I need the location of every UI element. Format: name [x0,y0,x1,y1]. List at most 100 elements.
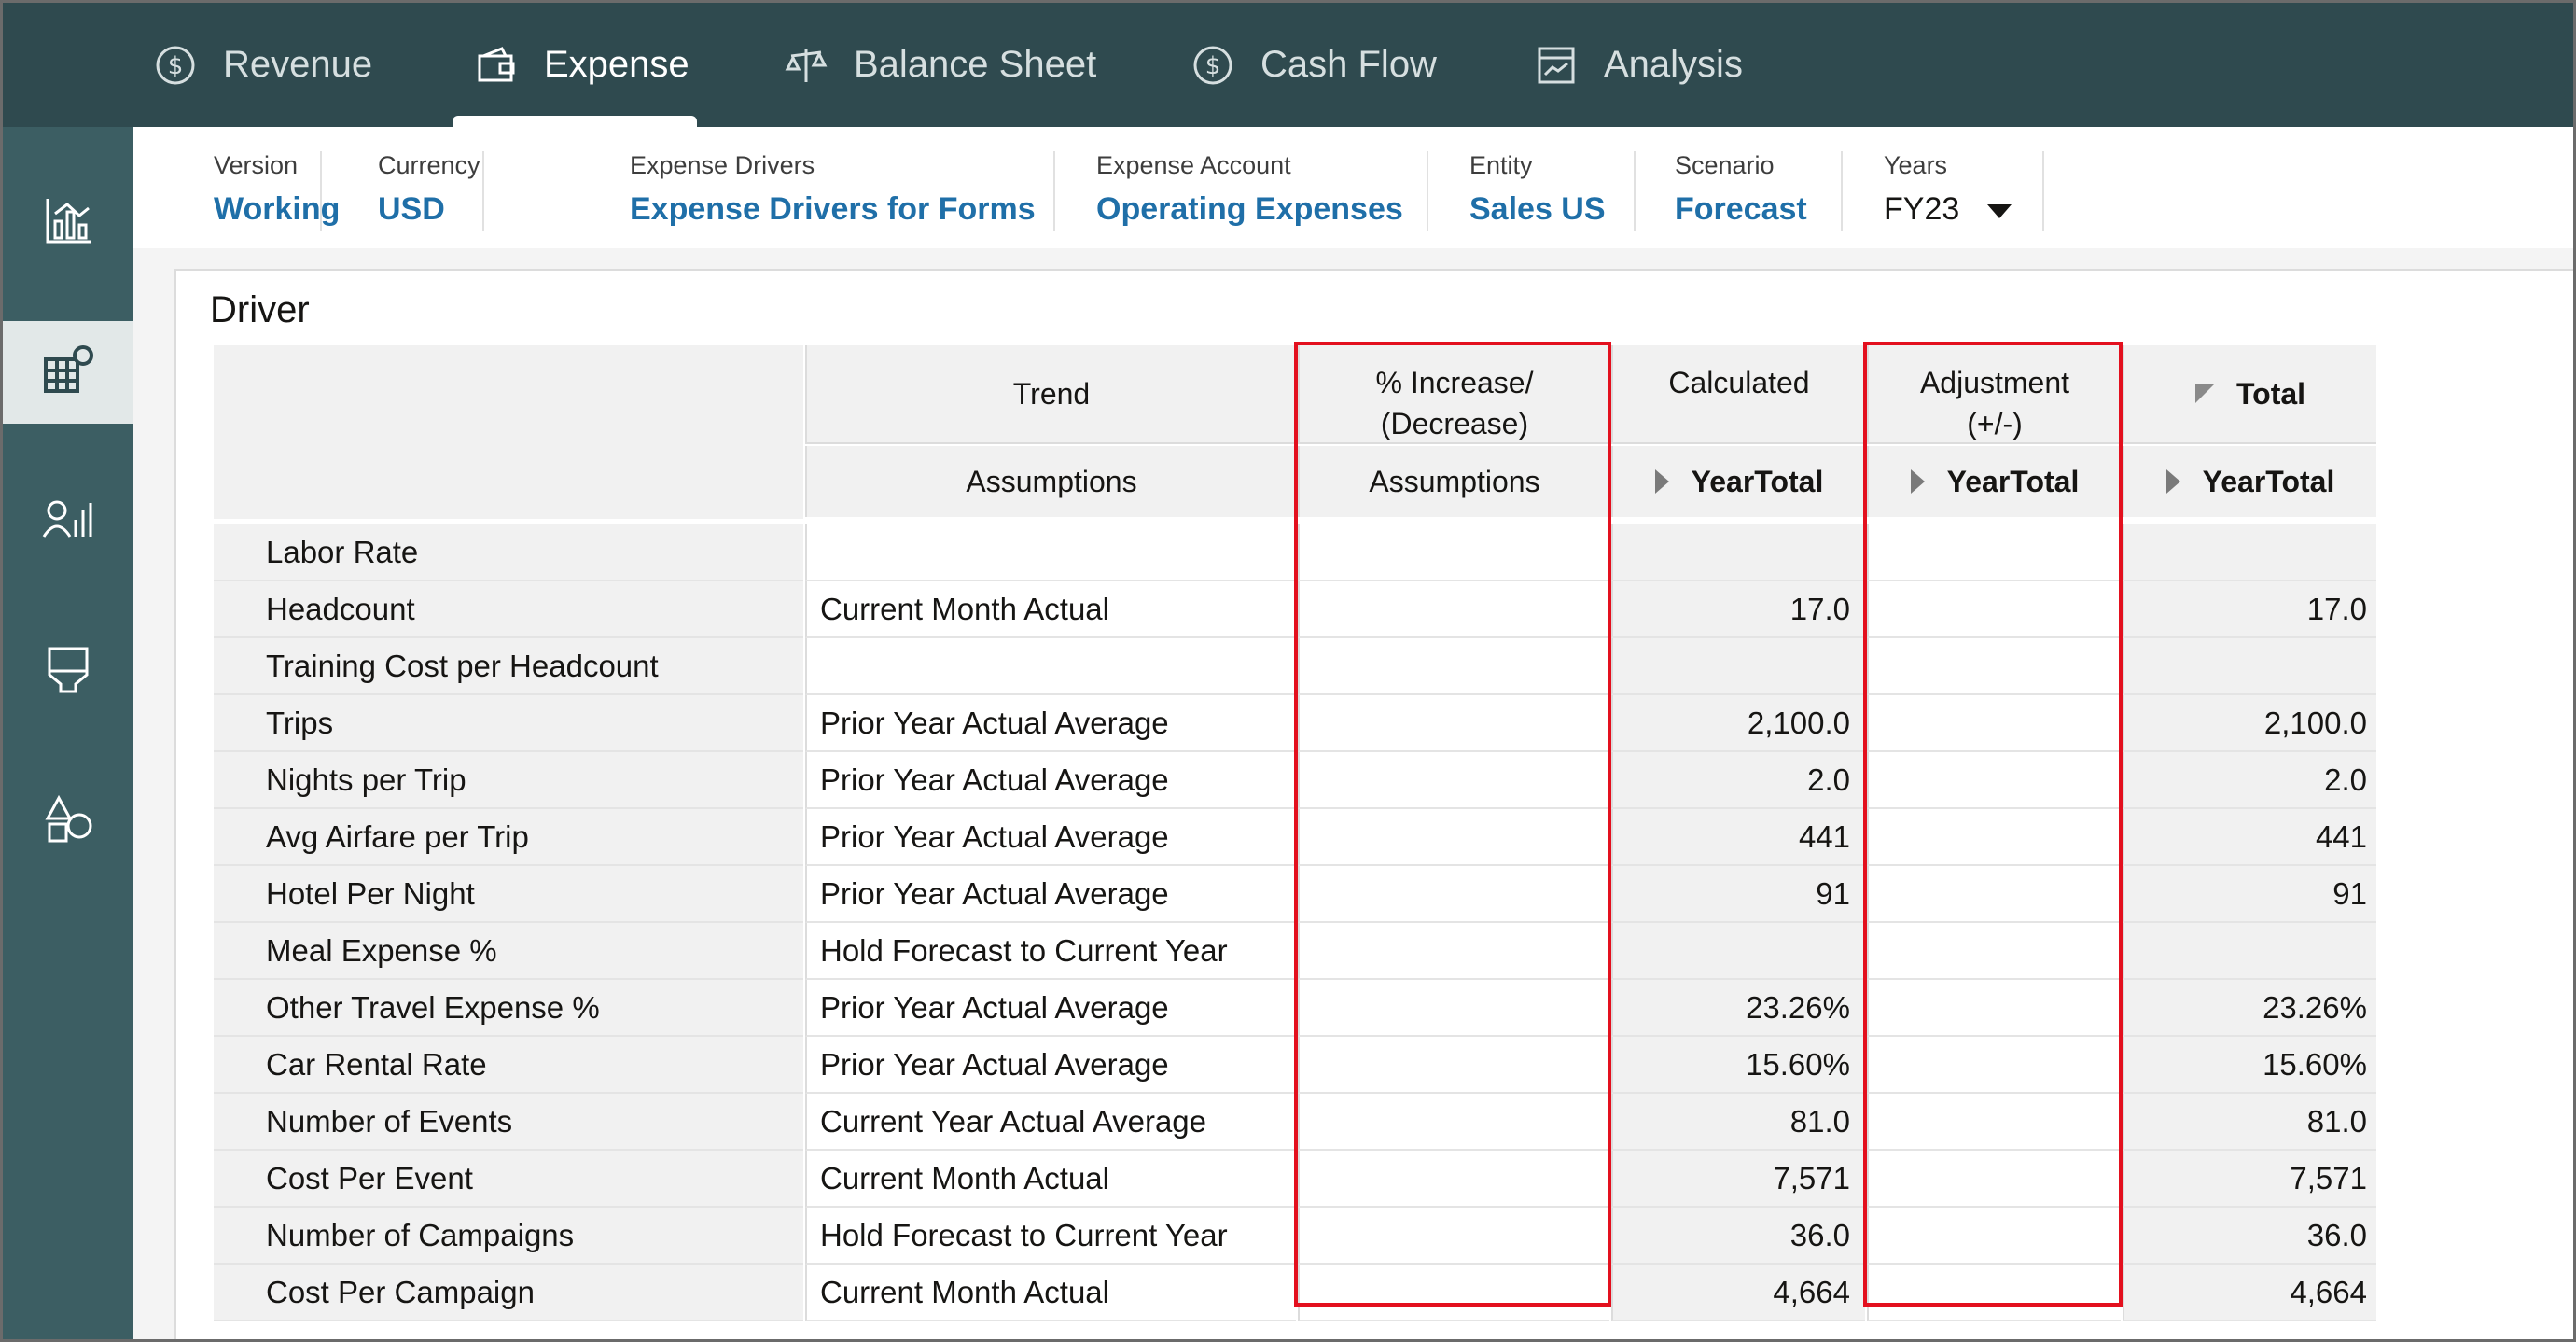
trend-cell[interactable]: Hold Forecast to Current Year [805,1208,1296,1265]
pov-value[interactable]: Sales US [1469,191,1606,227]
pov-version[interactable]: Version Working [214,151,341,231]
pct-change-cell[interactable] [1298,1208,1609,1265]
total-cell: 4,664 [2123,1265,2376,1321]
pct-change-cell[interactable] [1298,1265,1609,1321]
trend-cell[interactable]: Prior Year Actual Average [805,695,1296,752]
total-cell: 2,100.0 [2123,695,2376,752]
table-row: Training Cost per Headcount [214,638,2376,695]
adjustment-cell[interactable] [1867,1094,2121,1151]
adjustment-cell[interactable] [1867,695,2121,752]
tab-label: Revenue [223,44,373,85]
adjustment-cell[interactable] [1867,1265,2121,1321]
adjustment-cell[interactable] [1867,638,2121,695]
pov-value[interactable]: Forecast [1675,191,1807,227]
trend-cell[interactable]: Prior Year Actual Average [805,866,1296,923]
adjustment-cell[interactable] [1867,1037,2121,1094]
driver-grid: Trend Assumptions % Increase/ (Decrease)… [214,345,2376,1321]
total-cell: 36.0 [2123,1208,2376,1265]
rail-item-dashboard[interactable] [3,172,133,274]
adjustment-cell[interactable] [1867,809,2121,866]
table-row: Nights per Trip Prior Year Actual Average… [214,752,2376,809]
adjustment-cell[interactable] [1867,752,2121,809]
pct-change-cell[interactable] [1298,923,1609,980]
expand-arrow-icon[interactable] [1910,469,1925,494]
column-subheader-adjustment[interactable]: YearTotal [1867,446,2121,517]
table-row: Hotel Per Night Prior Year Actual Average… [214,866,2376,923]
pov-entity[interactable]: Entity Sales US [1469,151,1636,231]
row-label: Other Travel Expense % [214,980,803,1037]
pct-change-cell[interactable] [1298,980,1609,1037]
column-subheader-calculated[interactable]: YearTotal [1611,446,1865,517]
adjustment-cell[interactable] [1867,866,2121,923]
tab-balance-sheet[interactable]: Balance Sheet [783,3,1096,127]
column-subheader-total[interactable]: YearTotal [2123,446,2376,517]
pct-change-cell[interactable] [1298,1151,1609,1208]
tab-analysis[interactable]: Analysis [1533,3,1743,127]
chart-report-icon [1533,42,1580,89]
pct-change-cell[interactable] [1298,524,1609,581]
rail-item-data-entry[interactable] [3,321,133,424]
pct-change-cell[interactable] [1298,695,1609,752]
pct-change-cell[interactable] [1298,809,1609,866]
left-rail [3,127,133,1339]
pov-years[interactable]: Years FY23 [1884,151,2044,231]
funnel-icon [42,643,94,700]
calculated-cell: 91 [1611,866,1865,923]
pct-change-cell[interactable] [1298,1094,1609,1151]
adjustment-cell[interactable] [1867,1151,2121,1208]
rail-item-workforce[interactable] [3,470,133,573]
pov-value[interactable]: Operating Expenses [1096,191,1403,227]
collapse-corner-icon[interactable] [2194,384,2214,403]
trend-cell[interactable]: Prior Year Actual Average [805,980,1296,1037]
pov-value[interactable]: USD [378,191,445,227]
rail-item-rules[interactable] [3,620,133,722]
trend-cell[interactable]: Current Month Actual [805,581,1296,638]
pov-bar: Version Working Currency USD Expense Dri… [133,127,2573,248]
pct-change-cell[interactable] [1298,866,1609,923]
pct-change-cell[interactable] [1298,752,1609,809]
pct-change-cell[interactable] [1298,1037,1609,1094]
expand-arrow-icon[interactable] [1654,469,1669,494]
calculated-cell: 441 [1611,809,1865,866]
tab-cash-flow[interactable]: $ Cash Flow [1190,3,1437,127]
trend-cell[interactable]: Prior Year Actual Average [805,809,1296,866]
pov-value[interactable]: Expense Drivers for Forms [630,191,1036,227]
pov-expense-drivers[interactable]: Expense Drivers Expense Drivers for Form… [630,151,1055,231]
column-header-total[interactable]: Total [2123,345,2376,444]
adjustment-cell[interactable] [1867,524,2121,581]
adjustment-cell[interactable] [1867,1208,2121,1265]
pov-value[interactable]: Working [214,191,341,227]
pov-currency[interactable]: Currency USD [378,151,480,231]
rail-item-configure[interactable] [3,769,133,872]
expand-arrow-icon[interactable] [2165,469,2180,494]
calculated-cell: 36.0 [1611,1208,1865,1265]
table-row: Cost Per Campaign Current Month Actual 4,6… [214,1265,2376,1321]
main-content: Version Working Currency USD Expense Dri… [133,127,2573,1339]
tab-revenue[interactable]: $ Revenue [152,3,372,127]
tab-expense[interactable]: Expense [453,3,697,127]
pct-change-cell[interactable] [1298,581,1609,638]
header-label: Assumptions [1369,465,1540,498]
adjustment-cell[interactable] [1867,581,2121,638]
pov-expense-account[interactable]: Expense Account Operating Expenses [1096,151,1428,231]
trend-cell[interactable]: Hold Forecast to Current Year [805,923,1296,980]
column-header-trend: Trend [805,345,1296,444]
adjustment-cell[interactable] [1867,923,2121,980]
calculated-cell: 17.0 [1611,581,1865,638]
trend-cell[interactable] [805,638,1296,695]
table-row: Trips Prior Year Actual Average 2,100.0 2,1… [214,695,2376,752]
trend-cell[interactable]: Current Month Actual [805,1151,1296,1208]
trend-cell[interactable]: Prior Year Actual Average [805,752,1296,809]
trend-cell[interactable]: Prior Year Actual Average [805,1037,1296,1094]
row-label: Headcount [214,581,803,638]
pct-change-cell[interactable] [1298,638,1609,695]
adjustment-cell[interactable] [1867,980,2121,1037]
trend-cell[interactable]: Current Month Actual [805,1265,1296,1321]
pov-scenario[interactable]: Scenario Forecast [1675,151,1843,231]
trend-cell[interactable]: Current Year Actual Average [805,1094,1296,1151]
years-dropdown[interactable]: FY23 [1884,191,2042,228]
table-row: Number of Events Current Year Actual Aver… [214,1094,2376,1151]
pov-label: Version [214,151,299,179]
trend-cell[interactable] [805,524,1296,581]
